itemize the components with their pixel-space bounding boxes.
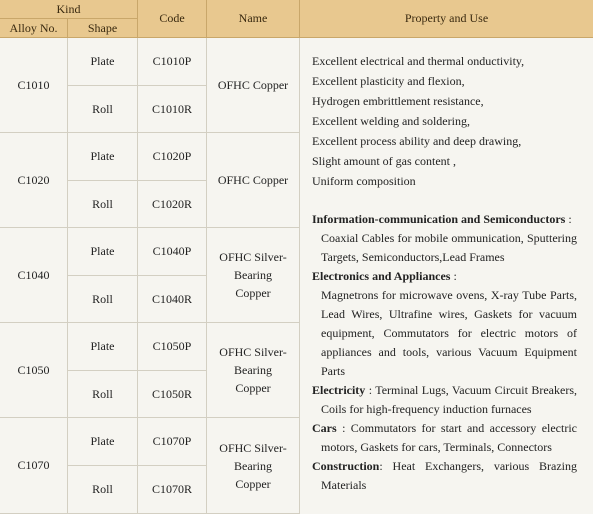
header-shape-text: Shape	[87, 20, 118, 35]
code-text: C1040R	[151, 291, 192, 306]
shape-text: Roll	[92, 291, 113, 306]
code-text: C1010R	[151, 101, 192, 116]
code-text: C1020P	[152, 149, 192, 163]
code-text: C1050P	[152, 339, 192, 353]
header-shape: Shape	[68, 19, 138, 38]
header-name-text: Name	[238, 11, 268, 25]
alloy-name: OFHC Silver-Bearing Copper	[207, 323, 300, 418]
code-text: C1050R	[151, 386, 192, 401]
code: C1040R	[138, 276, 207, 323]
shape-text: Plate	[90, 434, 115, 448]
alloy-name: OFHC Copper	[207, 133, 300, 228]
alloy-no: C1040	[0, 228, 68, 323]
shape-text: Plate	[90, 54, 115, 68]
feature: Excellent plasticity and flexion,	[312, 74, 465, 88]
code: C1040P	[138, 228, 207, 276]
section-text: :	[565, 212, 572, 226]
shape-text: Plate	[90, 149, 115, 163]
shape-text: Roll	[92, 101, 113, 116]
section-text: : Terminal Lugs, Vacuum Circuit Breakers…	[321, 383, 577, 416]
feature: Slight amount of gas content ,	[312, 154, 456, 168]
section-text: :	[450, 269, 457, 283]
alloy-no-text: C1010	[17, 77, 50, 92]
section-heading: Construction	[312, 459, 380, 473]
shape: Roll	[68, 466, 138, 514]
section: Cars : Commutators for start and accesso…	[312, 419, 577, 457]
header-code-text: Code	[159, 11, 185, 25]
section: Electronics and Appliances :	[312, 267, 577, 286]
header-property-text: Property and Use	[404, 11, 489, 25]
section: Information-communication and Semiconduc…	[312, 210, 577, 229]
shape-text: Plate	[90, 244, 115, 258]
alloy-no: C1020	[0, 133, 68, 228]
shape: Plate	[68, 228, 138, 276]
header-kind-text: Kind	[56, 1, 81, 16]
alloy-no-text: C1050	[17, 362, 50, 377]
shape: Roll	[68, 371, 138, 418]
code-text: C1070R	[151, 482, 192, 496]
header-alloy-text: Alloy No.	[9, 20, 58, 35]
feature: Excellent process ability and deep drawi…	[312, 134, 522, 148]
code: C1010P	[138, 38, 207, 86]
feature: Excellent welding and soldering,	[312, 114, 470, 128]
code: C1070R	[138, 466, 207, 514]
alloy-no: C1010	[0, 38, 68, 133]
code-text: C1010P	[152, 54, 192, 68]
feature: Hydrogen embrittlement resistance,	[312, 94, 484, 108]
alloy-name: OFHC Silver-Bearing Copper	[207, 418, 300, 514]
code-text: C1070P	[152, 434, 192, 448]
code: C1050R	[138, 371, 207, 418]
section: Electricity : Terminal Lugs, Vacuum Circ…	[312, 381, 577, 419]
code: C1050P	[138, 323, 207, 371]
shape: Roll	[68, 181, 138, 228]
alloy-no-text: C1070	[17, 458, 50, 472]
shape: Roll	[68, 86, 138, 133]
section-text: : Commutators for start and accessory el…	[321, 421, 577, 454]
shape-text: Plate	[90, 339, 115, 353]
shape: Plate	[68, 418, 138, 466]
alloy-name: OFHC Copper	[207, 38, 300, 133]
code: C1020R	[138, 181, 207, 228]
code: C1020P	[138, 133, 207, 181]
shape: Plate	[68, 323, 138, 371]
alloy-no: C1070	[0, 418, 68, 514]
alloy-name-text: OFHC Copper	[217, 173, 289, 187]
code: C1070P	[138, 418, 207, 466]
section-detail: Coaxial Cables for mobile ommunication, …	[321, 231, 577, 264]
section-heading: Electricity	[312, 383, 366, 397]
alloy-name: OFHC Silver-Bearing Copper	[207, 228, 300, 323]
header-name: Name	[207, 0, 300, 38]
shape-text: Roll	[92, 386, 113, 401]
header-property: Property and Use	[300, 0, 593, 38]
header-code: Code	[138, 0, 207, 38]
header-alloy: Alloy No.	[0, 19, 68, 38]
shape: Roll	[68, 276, 138, 323]
shape: Plate	[68, 133, 138, 181]
section-text: : Heat Exchangers, various Brazing Mater…	[321, 459, 577, 492]
alloy-name-text: OFHC Copper	[217, 78, 289, 92]
feature: Excellent electrical and thermal onducti…	[312, 54, 525, 68]
section-heading: Information-communication and Semiconduc…	[312, 212, 566, 226]
shape: Plate	[68, 38, 138, 86]
section: Construction: Heat Exchangers, various B…	[312, 457, 577, 495]
code-text: C1020R	[151, 196, 192, 211]
alloy-name-text: OFHC Silver-Bearing Copper	[219, 440, 287, 491]
alloy-name-text: OFHC Silver-Bearing Copper	[219, 250, 287, 300]
section-heading: Cars	[312, 421, 337, 435]
code-text: C1040P	[152, 244, 192, 258]
alloy-no-text: C1040	[17, 267, 50, 282]
shape-text: Roll	[92, 482, 113, 496]
alloy-no: C1050	[0, 323, 68, 418]
section-heading: Electronics and Appliances	[312, 269, 451, 283]
property-cell: Excellent electrical and thermal onducti…	[312, 51, 577, 495]
section-detail: Magnetrons for microwave ovens, X-ray Tu…	[321, 288, 577, 378]
code: C1010R	[138, 86, 207, 133]
alloy-name-text: OFHC Silver-Bearing Copper	[219, 345, 287, 395]
alloy-no-text: C1020	[17, 172, 50, 187]
feature: Uniform composition	[312, 174, 416, 188]
header-kind: Kind	[0, 0, 138, 19]
shape-text: Roll	[92, 196, 113, 211]
